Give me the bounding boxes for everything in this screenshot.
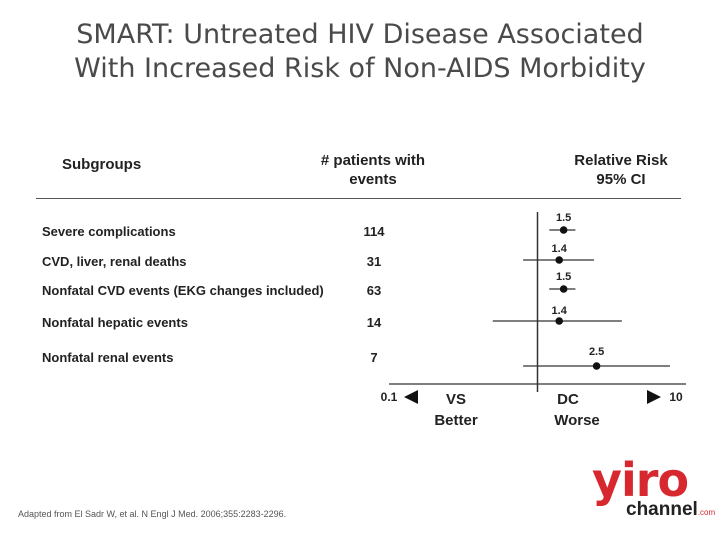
- axis-max-label: 10: [669, 390, 683, 404]
- event-count: 31: [366, 254, 382, 269]
- logo-tld: .com: [697, 508, 716, 517]
- right-abbrev: DC: [557, 391, 579, 408]
- axis-min-label: 0.1: [381, 390, 398, 404]
- point-estimate: [555, 256, 563, 264]
- left-direction-label: Better: [434, 412, 478, 429]
- logo-sub: channel.com: [626, 499, 715, 521]
- event-count: 14: [366, 315, 382, 330]
- header-rr-line-2: 95% CI: [596, 171, 646, 188]
- title-line-1: SMART: Untreated HIV Disease Associated: [76, 19, 644, 50]
- point-estimate: [592, 362, 601, 370]
- slide-title: SMART: Untreated HIV Disease Associated …: [0, 18, 720, 86]
- right-direction-label: Worse: [554, 412, 600, 429]
- subgroup-label: CVD, liver, renal deaths: [42, 254, 187, 269]
- subgroup-label: Nonfatal CVD events (EKG changes include…: [42, 283, 324, 298]
- left-abbrev: VS: [446, 391, 466, 408]
- estimate-label: 1.4: [552, 243, 568, 255]
- point-estimate: [559, 226, 568, 234]
- subgroup-label: Nonfatal hepatic events: [42, 315, 188, 330]
- viro-channel-logo: yiro channel.com: [586, 453, 715, 527]
- logo-word: yiro: [592, 453, 689, 507]
- point-estimate: [559, 285, 568, 293]
- header-rr-line-1: Relative Risk: [574, 152, 668, 169]
- header-patients-line-1: # patients with: [320, 152, 426, 169]
- header-subgroups: Subgroups: [62, 156, 142, 173]
- estimate-label: 1.5: [556, 212, 571, 224]
- header-relative-risk: Relative Risk 95% CI: [560, 151, 682, 189]
- title-line-2: With Increased Risk of Non-AIDS Morbidit…: [74, 53, 646, 84]
- header-patients-line-2: events: [349, 171, 397, 188]
- header-divider: [36, 198, 681, 199]
- point-estimate: [555, 317, 563, 325]
- subgroup-label: Nonfatal renal events: [42, 350, 174, 365]
- estimate-label: 1.5: [556, 271, 571, 283]
- right-arrow-icon: [647, 390, 661, 404]
- logo-channel-text: channel: [626, 499, 698, 520]
- subgroup-label: Severe complications: [42, 224, 176, 239]
- event-count: 63: [366, 283, 382, 298]
- estimate-label: 2.5: [589, 346, 604, 358]
- estimate-label: 1.4: [552, 305, 568, 317]
- citation-footnote: Adapted from El Sadr W, et al. N Engl J …: [18, 509, 287, 519]
- event-count: 7: [370, 350, 378, 365]
- left-arrow-icon: [404, 390, 418, 404]
- event-count: 114: [363, 224, 385, 239]
- header-patients: # patients with events: [300, 151, 446, 189]
